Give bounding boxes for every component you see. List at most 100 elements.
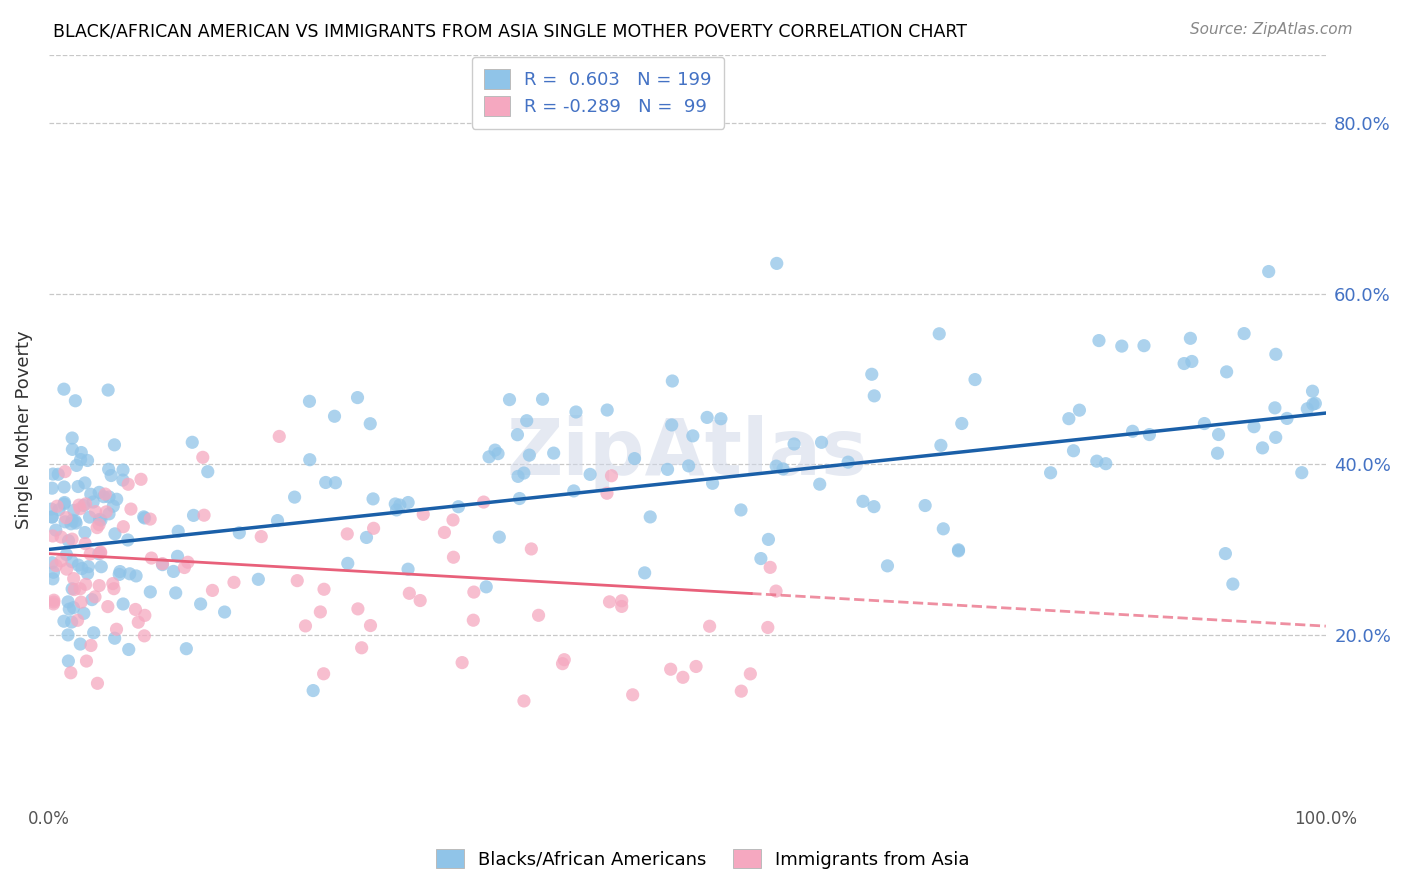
Point	[60, 615, 83, 629]
Text: Source: ZipAtlas.com: Source: ZipAtlas.com	[1189, 22, 1353, 37]
Point	[323, 409, 346, 424]
Point	[104, 526, 127, 541]
Point	[531, 392, 554, 407]
Point	[685, 659, 707, 673]
Point	[86, 676, 108, 690]
Legend: Blacks/African Americans, Immigrants from Asia: Blacks/African Americans, Immigrants fro…	[429, 841, 977, 876]
Point	[76, 654, 98, 668]
Point	[56, 628, 79, 642]
Point	[60, 516, 83, 531]
Point	[56, 595, 79, 609]
Point	[553, 653, 575, 667]
Point	[740, 666, 762, 681]
Point	[443, 550, 465, 565]
Point	[1264, 430, 1286, 444]
Point	[105, 622, 128, 636]
Point	[765, 256, 787, 270]
Point	[46, 500, 69, 514]
Point	[1088, 334, 1111, 348]
Point	[103, 438, 125, 452]
Point	[76, 566, 98, 581]
Point	[58, 602, 80, 616]
Point	[346, 391, 368, 405]
Point	[447, 500, 470, 514]
Point	[1296, 401, 1319, 416]
Point	[783, 437, 806, 451]
Point	[52, 614, 75, 628]
Point	[678, 458, 700, 473]
Point	[1173, 357, 1195, 371]
Point	[409, 593, 432, 607]
Point	[1264, 347, 1286, 361]
Point	[41, 502, 63, 516]
Point	[73, 499, 96, 513]
Point	[42, 467, 65, 481]
Point	[948, 542, 970, 557]
Point	[53, 497, 76, 511]
Point	[478, 450, 501, 464]
Point	[165, 586, 187, 600]
Point	[101, 576, 124, 591]
Point	[1063, 443, 1085, 458]
Point	[702, 476, 724, 491]
Point	[70, 595, 93, 609]
Point	[173, 560, 195, 574]
Point	[60, 532, 83, 546]
Point	[657, 462, 679, 476]
Point	[75, 577, 97, 591]
Point	[108, 567, 131, 582]
Point	[758, 533, 780, 547]
Point	[932, 522, 955, 536]
Point	[356, 531, 378, 545]
Point	[513, 694, 536, 708]
Point	[84, 590, 107, 604]
Point	[765, 584, 787, 599]
Point	[1302, 397, 1324, 411]
Point	[117, 477, 139, 491]
Legend: R =  0.603   N = 199, R = -0.289   N =  99: R = 0.603 N = 199, R = -0.289 N = 99	[472, 57, 724, 129]
Point	[315, 475, 337, 490]
Point	[89, 512, 111, 526]
Point	[111, 473, 134, 487]
Point	[294, 619, 316, 633]
Point	[1094, 457, 1116, 471]
Point	[661, 417, 683, 432]
Point	[55, 510, 77, 524]
Point	[852, 494, 875, 508]
Point	[83, 625, 105, 640]
Point	[1233, 326, 1256, 341]
Point	[506, 469, 529, 483]
Point	[451, 656, 474, 670]
Point	[70, 445, 93, 459]
Point	[105, 492, 128, 507]
Point	[190, 597, 212, 611]
Point	[298, 452, 321, 467]
Point	[75, 497, 97, 511]
Point	[810, 435, 832, 450]
Point	[1215, 365, 1237, 379]
Point	[772, 462, 794, 476]
Point	[412, 508, 434, 522]
Point	[385, 503, 408, 517]
Point	[1194, 417, 1216, 431]
Point	[129, 472, 152, 486]
Point	[1215, 547, 1237, 561]
Point	[565, 405, 588, 419]
Point	[350, 640, 373, 655]
Point	[484, 443, 506, 458]
Point	[73, 607, 96, 621]
Point	[55, 548, 77, 562]
Point	[112, 519, 135, 533]
Point	[48, 502, 70, 516]
Point	[42, 593, 65, 607]
Point	[75, 536, 97, 550]
Point	[247, 572, 270, 586]
Point	[309, 605, 332, 619]
Point	[79, 510, 101, 524]
Point	[86, 520, 108, 534]
Point	[141, 551, 163, 566]
Point	[80, 639, 103, 653]
Point	[336, 527, 359, 541]
Point	[89, 578, 111, 592]
Point	[359, 417, 381, 431]
